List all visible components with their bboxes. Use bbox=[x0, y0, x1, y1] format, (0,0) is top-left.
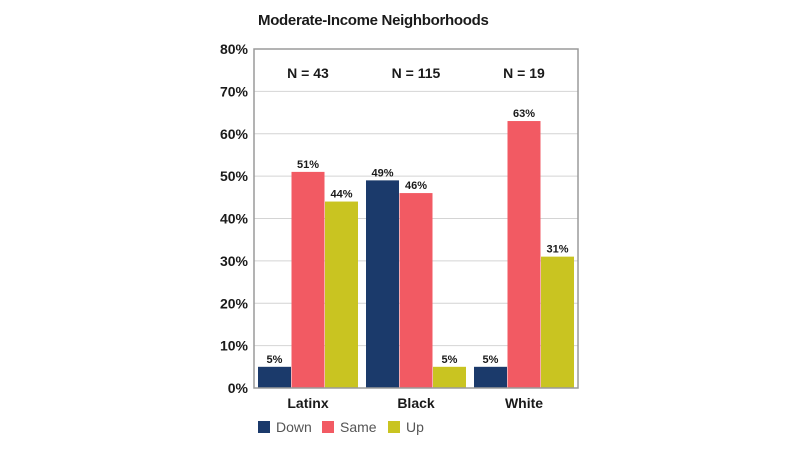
plot-frame bbox=[253, 48, 579, 389]
bar-same-latinx bbox=[291, 171, 325, 388]
legend-label-up: Up bbox=[406, 419, 424, 435]
bar-up-latinx bbox=[325, 201, 358, 388]
y-tick-label: 50% bbox=[220, 168, 249, 184]
value-label: 5% bbox=[267, 354, 283, 366]
y-axis-tick-labels: 0% 10% 20% 30% 40% 50% 60% 70% 80% bbox=[220, 41, 249, 396]
y-tick-label: 10% bbox=[220, 338, 249, 354]
group-n-label: N = 19 bbox=[503, 65, 545, 81]
y-tick-label: 30% bbox=[220, 253, 249, 269]
category-label: White bbox=[505, 395, 543, 411]
y-tick-label: 40% bbox=[220, 211, 249, 227]
value-label: 44% bbox=[330, 189, 352, 201]
legend: Down Same Up bbox=[258, 419, 424, 435]
group-n-label: N = 43 bbox=[287, 65, 329, 81]
bar-up-white bbox=[541, 256, 574, 388]
bars bbox=[258, 121, 574, 388]
value-label: 46% bbox=[405, 180, 427, 192]
category-label: Latinx bbox=[287, 395, 328, 411]
group-n-labels: N = 43 N = 115 N = 19 bbox=[287, 65, 545, 81]
legend-swatch-same bbox=[322, 421, 334, 433]
category-label: Black bbox=[397, 395, 435, 411]
bar-same-black bbox=[399, 193, 433, 388]
y-tick-label: 20% bbox=[220, 295, 249, 311]
chart-title: Moderate-Income Neighborhoods bbox=[258, 12, 489, 29]
value-label: 49% bbox=[371, 167, 393, 179]
legend-label-down: Down bbox=[276, 419, 312, 435]
bar-down-latinx bbox=[258, 366, 291, 388]
value-label: 63% bbox=[513, 108, 535, 120]
y-tick-label: 80% bbox=[220, 41, 249, 57]
value-label: 5% bbox=[483, 354, 499, 366]
y-tick-label: 70% bbox=[220, 83, 249, 99]
group-n-label: N = 115 bbox=[392, 65, 441, 81]
legend-swatch-up bbox=[388, 421, 400, 433]
bar-down-white bbox=[474, 366, 507, 388]
bar-up-black bbox=[433, 366, 466, 388]
value-label: 31% bbox=[546, 244, 568, 256]
value-label: 51% bbox=[297, 159, 319, 171]
value-label: 5% bbox=[442, 354, 458, 366]
legend-swatch-down bbox=[258, 421, 270, 433]
y-tick-label: 60% bbox=[220, 126, 249, 142]
category-labels: Latinx Black White bbox=[287, 395, 543, 411]
value-labels: 5% 51% 44% 49% 46% 5% 5% 63% 31% bbox=[267, 108, 569, 366]
bar-same-white bbox=[507, 121, 541, 388]
y-tick-label: 0% bbox=[228, 380, 249, 396]
bar-down-black bbox=[366, 180, 399, 388]
legend-label-same: Same bbox=[340, 419, 377, 435]
